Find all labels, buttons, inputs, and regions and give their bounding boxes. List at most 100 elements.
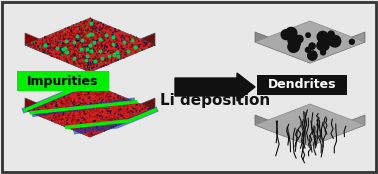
Point — [83, 65, 89, 68]
Point — [71, 60, 77, 63]
Point — [105, 54, 112, 57]
Point — [91, 102, 97, 105]
Point — [74, 45, 80, 48]
Point — [96, 29, 102, 31]
Point — [104, 46, 110, 49]
Point — [105, 59, 111, 62]
Point — [87, 70, 93, 72]
Point — [55, 56, 61, 59]
Point — [108, 44, 114, 47]
Point — [83, 120, 89, 123]
Point — [125, 48, 132, 51]
Point — [105, 63, 111, 66]
Point — [71, 42, 77, 45]
Point — [93, 22, 99, 25]
Point — [115, 39, 121, 42]
Point — [131, 102, 137, 105]
Point — [109, 101, 115, 104]
Point — [58, 46, 64, 49]
FancyBboxPatch shape — [257, 75, 347, 95]
Point — [110, 33, 116, 36]
Point — [140, 41, 146, 43]
Point — [112, 93, 118, 95]
Point — [80, 44, 86, 46]
Point — [72, 53, 78, 55]
Point — [71, 42, 77, 45]
Point — [141, 41, 147, 44]
Point — [139, 48, 146, 51]
Point — [46, 49, 52, 51]
Point — [82, 64, 88, 67]
Point — [127, 39, 133, 41]
Point — [87, 41, 93, 44]
Point — [94, 122, 100, 125]
Point — [39, 110, 45, 113]
Point — [61, 120, 67, 123]
Point — [86, 25, 92, 28]
Point — [105, 35, 111, 38]
Point — [68, 54, 74, 57]
Point — [73, 125, 79, 128]
Point — [74, 49, 80, 52]
Point — [85, 61, 91, 64]
Point — [81, 58, 87, 61]
Point — [114, 42, 120, 45]
Point — [43, 106, 49, 109]
Point — [93, 93, 99, 96]
Point — [105, 118, 111, 121]
Point — [105, 25, 111, 28]
Point — [62, 123, 68, 126]
Point — [82, 57, 88, 60]
Point — [65, 114, 71, 117]
Point — [103, 48, 109, 51]
Point — [81, 112, 87, 115]
Point — [87, 52, 93, 55]
Point — [72, 103, 78, 105]
Point — [64, 59, 70, 61]
Point — [68, 117, 74, 119]
Point — [107, 125, 113, 128]
Point — [89, 19, 95, 22]
Point — [121, 104, 127, 107]
Point — [33, 105, 39, 108]
Point — [86, 51, 92, 54]
Point — [84, 20, 90, 23]
Point — [113, 54, 119, 57]
Point — [139, 40, 145, 43]
Point — [99, 24, 105, 27]
Point — [113, 39, 119, 42]
Point — [103, 34, 109, 36]
Point — [60, 52, 66, 54]
Point — [42, 103, 48, 105]
Point — [59, 112, 65, 115]
Point — [85, 45, 91, 47]
Point — [31, 41, 37, 44]
Point — [40, 105, 46, 108]
Point — [71, 61, 77, 64]
Point — [57, 53, 64, 56]
Point — [98, 91, 104, 94]
Point — [84, 85, 90, 88]
Point — [88, 102, 94, 105]
Point — [71, 127, 77, 130]
Point — [137, 104, 143, 107]
Point — [72, 49, 78, 52]
Point — [129, 39, 135, 42]
Point — [116, 116, 122, 119]
Point — [50, 42, 56, 45]
Point — [54, 108, 60, 110]
Point — [71, 28, 77, 31]
Point — [58, 109, 64, 112]
Point — [86, 68, 92, 71]
Point — [62, 103, 68, 106]
Point — [65, 44, 71, 47]
Point — [77, 58, 83, 60]
Point — [87, 132, 93, 135]
Point — [58, 106, 64, 109]
Point — [89, 25, 95, 28]
Point — [65, 117, 71, 119]
Point — [87, 39, 93, 42]
Point — [76, 98, 82, 101]
Point — [93, 92, 99, 95]
Point — [112, 113, 118, 116]
